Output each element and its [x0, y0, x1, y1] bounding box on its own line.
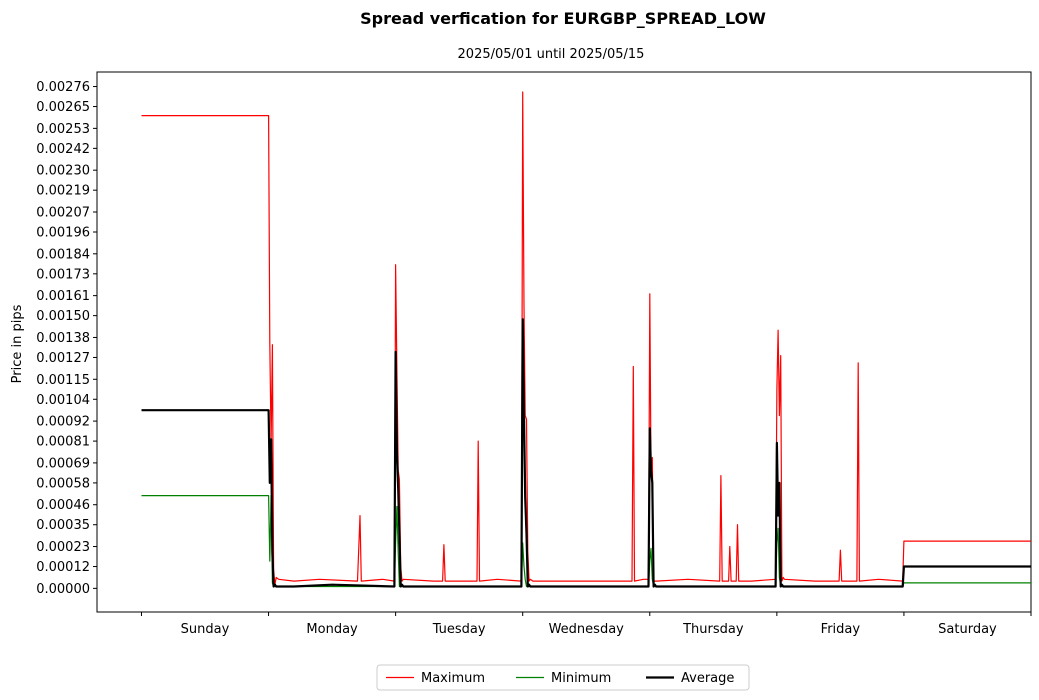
legend-box [376, 664, 750, 691]
y-tick-label: 0.00265 [36, 100, 90, 115]
y-axis: 0.00000 0.00012 0.00023 0.00035 0.00046 0.000… [36, 80, 97, 597]
x-tick-label: Sunday [181, 622, 230, 637]
y-tick-label: 0.00161 [36, 289, 90, 304]
y-tick-label: 0.00253 [36, 122, 90, 137]
plot-frame [96, 71, 1032, 613]
y-tick-label: 0.00138 [36, 331, 90, 346]
y-tick-label: 0.00069 [36, 456, 90, 471]
series-line-average [141, 318, 1031, 588]
y-tick-label: 0.00219 [36, 184, 90, 199]
x-axis: Sunday Monday Tuesday Wednesday Thursday Frid… [140, 612, 1032, 637]
y-tick-label: 0.00276 [36, 80, 90, 95]
chart-title: Spread verfication for EURGBP_SPREAD_LOW [360, 9, 766, 28]
x-tick-label: Monday [306, 622, 358, 637]
y-tick-label: 0.00058 [36, 476, 90, 491]
x-tick-label: Thursday [682, 622, 744, 637]
plot-area [96, 71, 1032, 613]
y-tick-label: 0.00012 [36, 560, 90, 575]
chart-subtitle: 2025/05/01 until 2025/05/15 [458, 47, 645, 62]
y-tick-label: 0.00115 [36, 373, 90, 388]
y-tick-label: 0.00150 [36, 309, 90, 324]
legend-label-maximum: Maximum [421, 671, 485, 686]
y-tick-label: 0.00092 [36, 415, 90, 430]
y-tick-label: 0.00127 [36, 351, 90, 366]
y-tick-label: 0.00000 [36, 582, 90, 597]
y-tick-label: 0.00035 [36, 518, 90, 533]
x-tick-label: Tuesday [432, 622, 486, 637]
y-tick-label: 0.00173 [36, 267, 90, 282]
legend-label-average: Average [681, 671, 734, 686]
y-tick-label: 0.00230 [36, 164, 90, 179]
y-tick-label: 0.00184 [36, 247, 90, 262]
legend-label-minimum: Minimum [551, 671, 611, 686]
series-layer [141, 91, 1031, 588]
x-tick-label: Saturday [938, 622, 997, 637]
y-tick-label: 0.00023 [36, 540, 90, 555]
x-tick-label: Wednesday [549, 622, 625, 637]
y-axis-label: Price in pips [10, 304, 25, 383]
series-line-maximum [141, 91, 1031, 586]
y-tick-label: 0.00242 [36, 142, 90, 157]
x-tick-label: Friday [821, 622, 861, 637]
y-tick-label: 0.00196 [36, 226, 90, 241]
y-tick-label: 0.00104 [36, 393, 90, 408]
legend: Maximum Minimum Average [376, 664, 750, 691]
y-tick-label: 0.00046 [36, 498, 90, 513]
y-tick-label: 0.00081 [36, 435, 90, 450]
y-tick-label: 0.00207 [36, 206, 90, 221]
plot-background [97, 72, 1031, 612]
